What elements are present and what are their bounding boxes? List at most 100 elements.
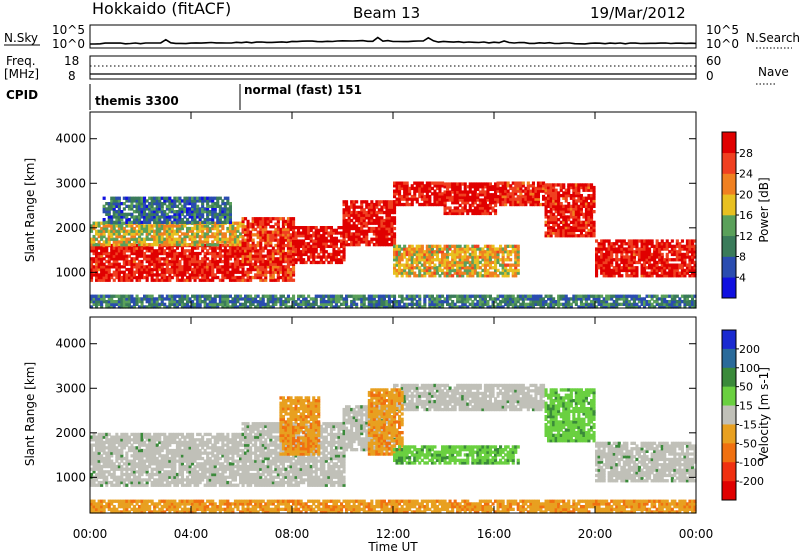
echo-cell — [592, 231, 596, 235]
echo-cell — [145, 215, 149, 219]
echo-cell — [524, 194, 528, 199]
echo-cell — [347, 234, 351, 239]
echo-cell — [375, 218, 379, 223]
echo-cell — [226, 257, 230, 261]
echo-cell — [400, 271, 404, 275]
echo-cell — [648, 274, 652, 278]
echo-cell — [211, 251, 215, 256]
echo-cell — [211, 207, 215, 211]
echo-cell — [90, 297, 94, 301]
echo-cell — [307, 300, 311, 304]
echo-cell — [132, 218, 136, 222]
echo-cell — [221, 265, 225, 269]
echo-cell — [433, 200, 437, 204]
echo-cell — [236, 237, 240, 241]
echo-cell — [408, 192, 412, 196]
echo-cell — [193, 224, 197, 228]
echo-cell — [504, 186, 508, 191]
echo-cell — [145, 224, 149, 228]
echo-cell — [514, 244, 518, 248]
echo-cell — [468, 185, 472, 189]
echo-cell — [400, 247, 404, 251]
echo-cell — [577, 210, 581, 214]
echo-cell — [289, 241, 293, 245]
echo-cell — [456, 297, 460, 301]
echo-cell — [355, 229, 359, 233]
echo-cell — [223, 232, 227, 236]
echo-cell — [648, 239, 652, 243]
echo-cell — [175, 305, 179, 309]
echo-cell — [95, 246, 99, 250]
echo-cell — [115, 215, 119, 219]
echo-cell — [476, 271, 480, 275]
echo-cell — [130, 275, 134, 280]
echo-cell — [637, 239, 641, 243]
echo-cell — [494, 192, 498, 196]
echo-cell — [352, 202, 356, 207]
echo-cell — [304, 242, 308, 246]
echo-cell — [140, 246, 144, 250]
echo-cell — [658, 244, 662, 248]
echo-cell — [408, 186, 412, 191]
echo-cell — [127, 273, 131, 277]
echo-cell — [501, 194, 505, 199]
echo-cell — [231, 275, 235, 280]
echo-cell — [494, 258, 498, 262]
echo-cell — [269, 278, 273, 282]
echo-cell — [153, 249, 157, 253]
echo-cell — [120, 218, 124, 222]
echo-cell — [186, 220, 190, 224]
echo-cell — [319, 242, 323, 246]
echo-cell — [562, 228, 566, 232]
echo-cell — [410, 300, 414, 304]
echo-cell — [516, 258, 520, 262]
echo-cell — [127, 224, 131, 228]
echo-cell — [521, 200, 525, 204]
echo-cell — [102, 232, 106, 236]
echo-cell — [261, 297, 265, 301]
echo-cell — [158, 224, 162, 228]
echo-cell — [115, 259, 119, 264]
echo-cell — [637, 250, 641, 254]
echo-cell — [97, 259, 101, 264]
echo-cell — [223, 215, 227, 219]
echo-cell — [627, 255, 631, 259]
echo-cell — [259, 302, 263, 306]
echo-cell — [536, 184, 540, 188]
echo-cell — [148, 249, 152, 253]
echo-cell — [423, 200, 427, 204]
echo-cell — [552, 183, 556, 187]
echo-cell — [458, 255, 462, 259]
echo-cell — [150, 212, 154, 216]
echo-cell — [456, 193, 460, 197]
echo-cell — [246, 251, 250, 256]
echo-cell — [218, 240, 222, 244]
echo-cell — [456, 266, 460, 270]
echo-cell — [266, 217, 270, 221]
echo-cell — [602, 268, 606, 273]
echo-cell — [446, 190, 450, 194]
echo-cell — [201, 259, 205, 264]
echo-cell — [574, 218, 578, 222]
echo-cell — [347, 229, 351, 233]
echo-cell — [496, 197, 500, 201]
echo-cell — [246, 262, 250, 266]
echo-cell — [170, 294, 174, 298]
echo-cell — [158, 305, 162, 309]
echo-cell — [360, 302, 364, 306]
echo-cell — [276, 278, 280, 282]
echo-cell — [191, 210, 195, 214]
echo-cell — [433, 194, 437, 199]
echo-cell — [329, 228, 333, 232]
echo-cell — [206, 275, 210, 280]
echo-cell — [122, 221, 126, 225]
echo-cell — [281, 270, 285, 274]
echo-cell — [461, 206, 465, 210]
echo-cell — [317, 305, 321, 309]
echo-cell — [138, 249, 142, 253]
echo-cell — [216, 267, 220, 272]
echo-cell — [226, 265, 230, 269]
echo-cell — [372, 305, 376, 309]
echo-cell — [509, 186, 513, 191]
echo-cell — [494, 297, 498, 301]
